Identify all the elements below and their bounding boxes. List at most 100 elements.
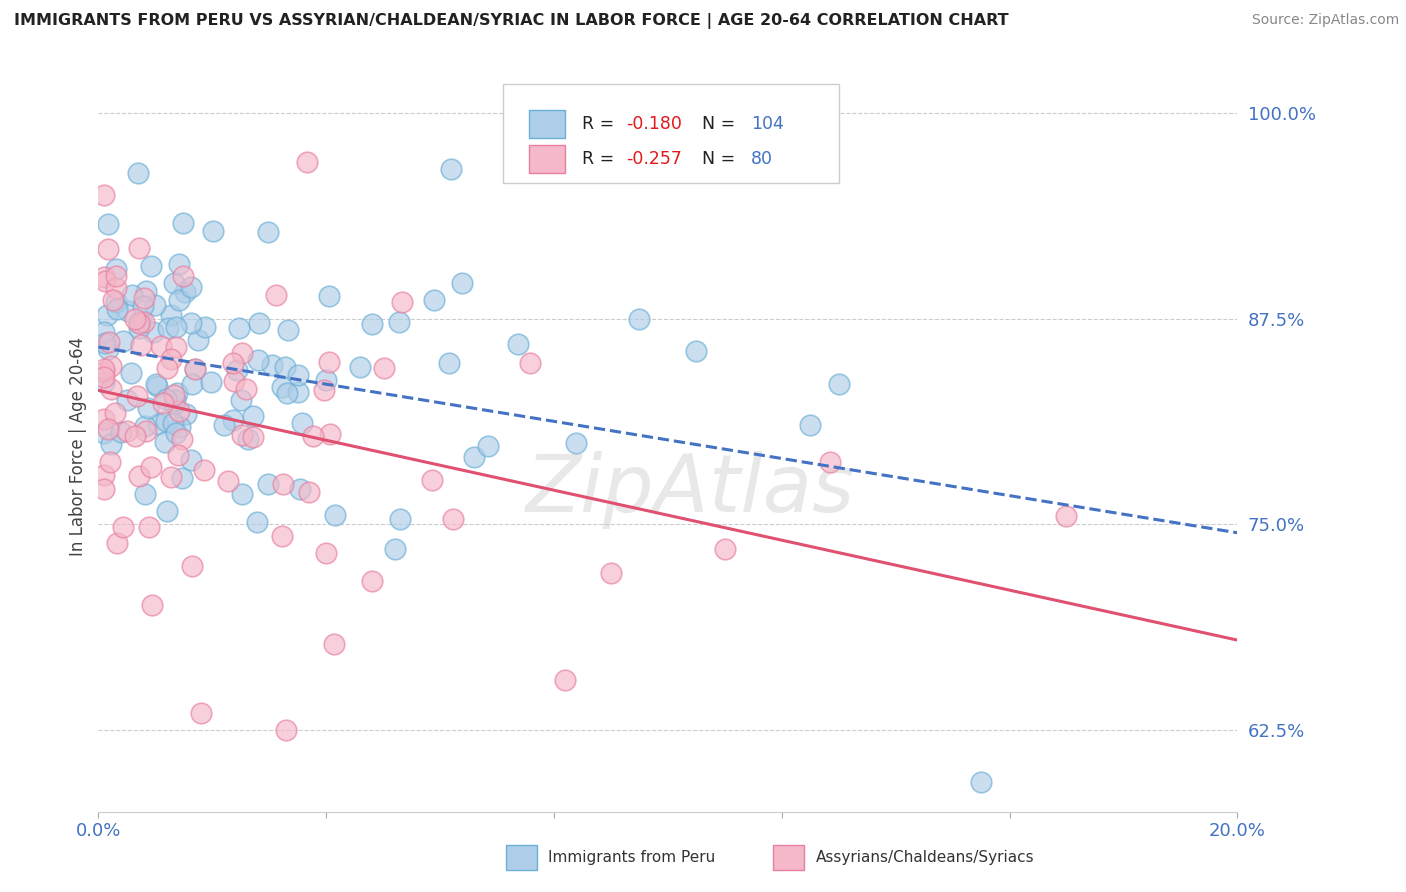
Point xyxy=(93,482,115,496)
Point xyxy=(169,257,191,271)
Point xyxy=(128,320,150,334)
Point xyxy=(134,487,156,501)
Point xyxy=(257,225,280,239)
Point xyxy=(242,430,264,444)
Point xyxy=(104,406,127,420)
Point xyxy=(714,541,737,556)
Point xyxy=(169,419,191,434)
Point xyxy=(180,452,202,467)
Point xyxy=(135,424,157,438)
Point xyxy=(150,339,173,353)
Point xyxy=(165,426,187,441)
Point xyxy=(242,409,264,423)
Point xyxy=(162,416,184,430)
Point xyxy=(312,384,335,398)
Point xyxy=(167,403,190,417)
Point xyxy=(200,375,222,389)
Point xyxy=(100,382,122,396)
Point xyxy=(128,316,150,330)
Point xyxy=(565,436,588,450)
Point xyxy=(174,285,197,300)
Point xyxy=(97,422,120,436)
Point xyxy=(159,470,181,484)
Point xyxy=(256,476,278,491)
Point xyxy=(93,270,115,285)
Text: N =: N = xyxy=(702,150,741,168)
Point xyxy=(120,366,142,380)
Point xyxy=(136,401,159,416)
Point xyxy=(98,335,121,350)
Point xyxy=(388,315,411,329)
Point xyxy=(93,187,115,202)
Point xyxy=(163,276,186,290)
FancyBboxPatch shape xyxy=(529,145,565,173)
Point xyxy=(301,429,323,443)
Point xyxy=(315,546,337,560)
Point xyxy=(291,416,314,430)
Point xyxy=(112,334,135,349)
Point xyxy=(100,359,122,374)
Point xyxy=(187,333,209,347)
Point xyxy=(93,369,115,384)
Point xyxy=(236,432,259,446)
Point xyxy=(167,293,190,307)
Point xyxy=(194,319,217,334)
Point xyxy=(170,432,193,446)
Point xyxy=(105,535,128,549)
Point xyxy=(190,706,212,720)
Point xyxy=(420,473,443,487)
Point xyxy=(214,418,236,433)
Point xyxy=(163,396,186,410)
Point xyxy=(155,392,177,406)
Point xyxy=(105,302,128,317)
Point xyxy=(180,316,202,330)
Point xyxy=(451,277,474,291)
Point xyxy=(970,775,993,789)
Point xyxy=(298,484,321,499)
Point xyxy=(145,297,167,311)
Point xyxy=(121,288,143,302)
Point xyxy=(160,352,183,367)
Point xyxy=(274,359,297,374)
Point xyxy=(221,412,243,426)
FancyBboxPatch shape xyxy=(503,84,839,183)
Point xyxy=(319,427,342,442)
Point xyxy=(184,361,207,376)
Point xyxy=(117,303,139,318)
Point xyxy=(270,528,292,542)
Point xyxy=(156,504,179,518)
Point xyxy=(134,418,156,433)
Point xyxy=(163,387,186,401)
Point xyxy=(202,224,225,238)
Point xyxy=(98,455,121,469)
Point xyxy=(93,274,115,288)
Point xyxy=(231,487,253,501)
Point xyxy=(235,383,257,397)
Point xyxy=(115,425,138,439)
Point xyxy=(508,337,530,351)
Point xyxy=(685,344,707,359)
Point xyxy=(115,393,138,408)
Point xyxy=(820,455,842,469)
Point xyxy=(138,519,160,533)
Point xyxy=(184,362,207,376)
Point xyxy=(153,434,176,449)
Point xyxy=(141,598,163,612)
Point xyxy=(159,308,181,322)
Point xyxy=(229,392,252,407)
Point xyxy=(97,242,120,256)
Text: N =: N = xyxy=(702,115,741,133)
Point xyxy=(96,308,118,322)
Point xyxy=(93,362,115,376)
Point xyxy=(287,384,309,399)
Point xyxy=(139,459,162,474)
Point xyxy=(93,325,115,339)
Text: -0.180: -0.180 xyxy=(626,115,682,133)
Point xyxy=(135,284,157,298)
Point xyxy=(105,262,128,277)
Point xyxy=(228,321,250,335)
Point xyxy=(165,393,187,408)
Point xyxy=(174,407,197,421)
Point xyxy=(157,321,180,335)
Point xyxy=(323,636,346,650)
